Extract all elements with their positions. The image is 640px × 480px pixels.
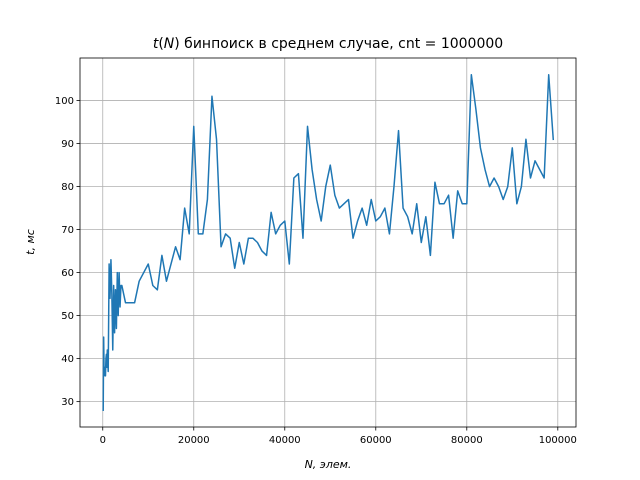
chart-title-close-paren: ) — [174, 36, 179, 52]
y-axis: 30 40 50 60 70 80 90 100 — [55, 96, 80, 408]
y-tick-label: 70 — [61, 225, 74, 236]
grid — [80, 58, 576, 427]
series-line — [102, 74, 555, 411]
y-tick-label: 80 — [61, 182, 74, 193]
chart-title-t: t — [153, 36, 159, 52]
y-tick-label: 30 — [61, 397, 74, 408]
data-series — [102, 74, 555, 411]
y-axis-label: t, мс — [24, 229, 37, 255]
y-tick-label: 60 — [61, 268, 74, 279]
y-tick-label: 90 — [61, 139, 74, 150]
plot-frame — [79, 57, 577, 428]
chart-title: t(N) бинпоиск в среднем случае, cnt = 10… — [153, 36, 503, 52]
x-tick-label: 0 — [100, 435, 106, 446]
y-tick-label: 100 — [55, 96, 74, 107]
x-tick-label: 20000 — [178, 435, 210, 446]
x-tick-label: 40000 — [269, 435, 301, 446]
x-tick-label: 80000 — [451, 435, 483, 446]
chart-title-open-paren: ( — [158, 36, 163, 52]
x-tick-label: 60000 — [360, 435, 392, 446]
y-tick-label: 40 — [61, 354, 74, 365]
plot-area-background — [80, 58, 576, 427]
x-axis-label: N, элем. — [305, 458, 352, 471]
chart-title-rest: бинпоиск в среднем случае, cnt = 1000000 — [180, 36, 503, 52]
x-axis: 0 20000 40000 60000 80000 100000 — [100, 427, 577, 446]
y-tick-label: 50 — [61, 311, 74, 322]
chart-title-n: N — [164, 36, 175, 52]
x-tick-label: 100000 — [539, 435, 577, 446]
